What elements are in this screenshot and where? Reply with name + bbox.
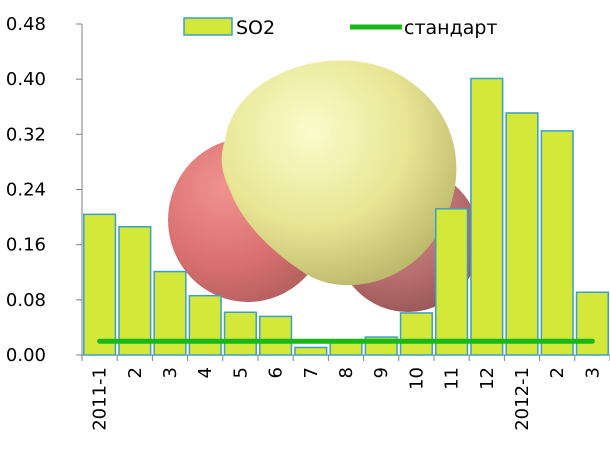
sulfur-atom <box>221 60 457 286</box>
bar-so2 <box>540 130 574 356</box>
bar-so2 <box>259 315 293 356</box>
legend-label-so2: SO2 <box>236 17 275 39</box>
bar-so2 <box>470 77 504 356</box>
x-tick-label: 2 <box>125 367 146 378</box>
x-tick-label: 6 <box>266 367 287 378</box>
bar-so2 <box>435 208 469 356</box>
x-tick-label: 12 <box>477 367 498 390</box>
x-tick-label: 11 <box>442 367 463 390</box>
y-tick-label: 0.16 <box>6 235 46 256</box>
y-ticks: 0.00 0.08 0.16 0.24 0.32 0.40 0.48 <box>6 14 82 366</box>
y-tick-label: 0.48 <box>6 14 46 35</box>
so2-molecule-model <box>168 60 480 312</box>
y-tick-label: 0.00 <box>6 345 46 366</box>
x-tick-label: 10 <box>406 367 427 390</box>
bar-so2 <box>294 346 328 356</box>
y-tick-label: 0.32 <box>6 124 46 145</box>
y-tick-label: 0.08 <box>6 290 46 311</box>
x-tick-label: 3 <box>160 367 181 378</box>
legend: SO2 стандарт <box>183 17 498 39</box>
bar-so2 <box>83 213 117 356</box>
x-tick-label: 8 <box>336 367 357 378</box>
x-tick-label: 2011-1 <box>90 367 111 431</box>
legend-swatch-so2 <box>183 17 233 36</box>
legend-label-standard: стандарт <box>404 17 498 39</box>
x-tick-label: 4 <box>195 367 216 378</box>
y-tick-label: 0.24 <box>6 180 46 201</box>
bar-so2 <box>188 294 222 356</box>
x-tick-labels: 2011-1 2 3 4 5 6 7 8 9 10 11 12 2012-1 2 3 <box>90 367 604 431</box>
y-tick-label: 0.40 <box>6 69 46 90</box>
bar-so2 <box>223 311 257 356</box>
x-tick-label: 2012-1 <box>512 367 533 431</box>
x-tick-label: 7 <box>301 367 322 378</box>
x-tick-label: 3 <box>582 367 603 378</box>
bar-so2 <box>505 112 539 356</box>
bar-so2 <box>399 312 433 356</box>
x-tick-label: 9 <box>371 367 392 378</box>
x-tick-marks <box>81 355 610 361</box>
x-tick-label: 2 <box>547 367 568 378</box>
bar-so2 <box>118 225 152 356</box>
x-tick-label: 5 <box>230 367 251 378</box>
bar-so2 <box>575 291 609 356</box>
